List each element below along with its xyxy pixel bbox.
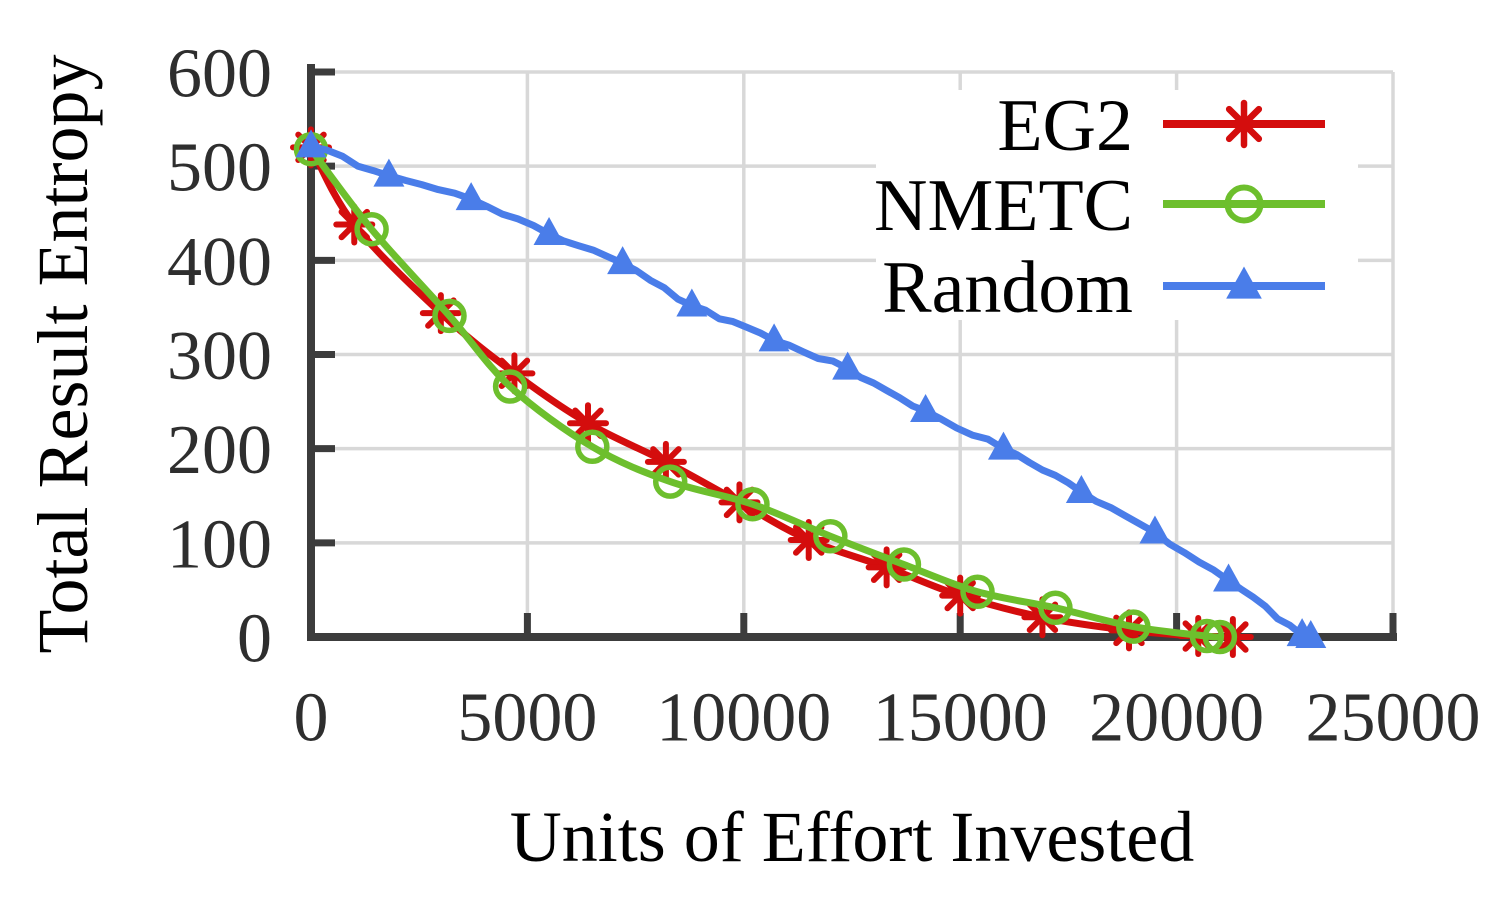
circle-marker [354, 212, 389, 247]
x-tick-label: 15000 [873, 680, 1048, 757]
circle-marker [1116, 609, 1151, 644]
asterisk-marker [1225, 105, 1263, 143]
circle-marker [1189, 618, 1225, 654]
y-tick-label: 100 [167, 506, 272, 583]
y-axis-title: Total Result Entropy [23, 55, 103, 654]
asterisk-marker [425, 297, 457, 329]
triangle-marker [373, 158, 405, 187]
asterisk-marker [1113, 614, 1145, 647]
circle-marker [432, 298, 467, 334]
y-tick-label: 500 [167, 130, 272, 207]
triangle-marker [295, 129, 327, 158]
asterisk-marker [572, 407, 604, 439]
triangle-marker [607, 246, 639, 275]
legend-label-NMETC: NMETC [874, 165, 1133, 247]
triangle-marker [1213, 563, 1245, 592]
circle-marker [652, 464, 688, 499]
circle-marker [1038, 590, 1073, 626]
legend-label-EG2: EG2 [997, 85, 1133, 167]
triangle-marker [676, 288, 708, 317]
circle-marker [960, 574, 995, 610]
triangle-marker [1139, 515, 1171, 544]
triangle-marker [533, 216, 565, 245]
triangle-marker [1295, 620, 1327, 648]
y-tick-label: 300 [167, 318, 272, 395]
triangle-marker [455, 182, 487, 211]
circle-marker [575, 429, 610, 465]
triangle-marker [987, 431, 1019, 460]
x-tick-label: 5000 [457, 680, 597, 757]
circle-marker [492, 369, 528, 404]
triangle-marker [758, 323, 790, 352]
circle-marker [1224, 184, 1264, 224]
y-tick-label: 200 [167, 412, 272, 489]
y-tick-label: 0 [237, 601, 272, 678]
x-tick-label: 10000 [656, 680, 831, 757]
series-line-Random [307, 142, 1315, 641]
x-tick-label: 20000 [1089, 680, 1264, 757]
series-Random [295, 129, 1327, 648]
x-tick-label: 25000 [1306, 680, 1481, 757]
triangle-marker [1065, 474, 1097, 503]
x-tick-label: 0 [294, 680, 329, 757]
circle-marker [1202, 619, 1238, 655]
legend-label-Random: Random [882, 247, 1133, 329]
y-tick-label: 400 [167, 224, 272, 301]
triangle-marker [832, 351, 864, 380]
circle-marker [886, 547, 922, 582]
x-axis-title: Units of Effort Invested [510, 797, 1195, 877]
triangle-marker [1226, 266, 1262, 299]
circle-marker [735, 486, 770, 522]
triangle-marker [910, 394, 942, 422]
series-NMETC [293, 131, 1238, 655]
circle-marker [813, 518, 848, 554]
y-tick-label: 600 [167, 36, 272, 113]
series-line-NMETC [307, 145, 1224, 641]
